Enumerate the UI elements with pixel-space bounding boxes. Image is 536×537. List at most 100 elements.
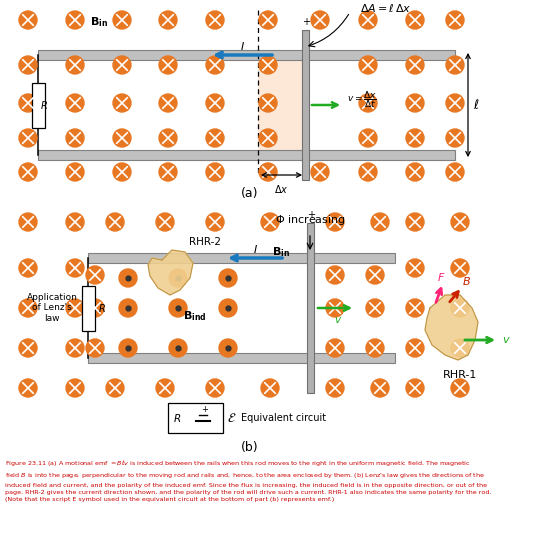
- Circle shape: [66, 339, 84, 357]
- Circle shape: [359, 56, 377, 74]
- Circle shape: [451, 259, 469, 277]
- Circle shape: [19, 213, 37, 231]
- Text: RHR-1: RHR-1: [443, 370, 477, 380]
- Text: (b): (b): [241, 441, 259, 454]
- Circle shape: [66, 129, 84, 147]
- Circle shape: [446, 94, 464, 112]
- Circle shape: [113, 56, 131, 74]
- Circle shape: [451, 213, 469, 231]
- Circle shape: [106, 379, 124, 397]
- Circle shape: [406, 11, 424, 29]
- Circle shape: [406, 56, 424, 74]
- Circle shape: [119, 339, 137, 357]
- Circle shape: [219, 339, 237, 357]
- Circle shape: [113, 11, 131, 29]
- Polygon shape: [425, 295, 478, 360]
- Circle shape: [66, 259, 84, 277]
- Text: $\Phi$ increasing: $\Phi$ increasing: [274, 213, 345, 227]
- Circle shape: [66, 56, 84, 74]
- Circle shape: [261, 379, 279, 397]
- Circle shape: [159, 163, 177, 181]
- Circle shape: [326, 379, 344, 397]
- Circle shape: [446, 129, 464, 147]
- Circle shape: [261, 213, 279, 231]
- Circle shape: [366, 266, 384, 284]
- Text: $R$: $R$: [173, 412, 181, 424]
- Circle shape: [406, 94, 424, 112]
- Circle shape: [451, 339, 469, 357]
- Circle shape: [156, 213, 174, 231]
- Bar: [32, 83, 44, 127]
- Circle shape: [366, 339, 384, 357]
- Text: $F$: $F$: [437, 271, 445, 283]
- Bar: [167, 403, 222, 433]
- Circle shape: [19, 163, 37, 181]
- Circle shape: [326, 299, 344, 317]
- Text: +: +: [202, 405, 209, 415]
- Circle shape: [156, 379, 174, 397]
- Circle shape: [19, 379, 37, 397]
- Circle shape: [406, 339, 424, 357]
- Circle shape: [86, 266, 104, 284]
- Circle shape: [159, 56, 177, 74]
- Text: RHR-2: RHR-2: [189, 237, 221, 247]
- Circle shape: [19, 339, 37, 357]
- Text: Figure 23.11 (a) A motional emf $= B\ell v$ is induced between the rails when th: Figure 23.11 (a) A motional emf $= B\ell…: [5, 458, 492, 502]
- Text: $R$: $R$: [98, 302, 106, 314]
- Text: $R$: $R$: [40, 99, 48, 111]
- Text: $B$: $B$: [461, 275, 471, 287]
- Circle shape: [451, 299, 469, 317]
- Circle shape: [371, 213, 389, 231]
- Circle shape: [169, 269, 187, 287]
- Circle shape: [359, 11, 377, 29]
- Text: $\mathcal{E}$: $\mathcal{E}$: [227, 411, 236, 425]
- Circle shape: [311, 11, 329, 29]
- Circle shape: [446, 56, 464, 74]
- Circle shape: [326, 339, 344, 357]
- Circle shape: [19, 56, 37, 74]
- Circle shape: [406, 299, 424, 317]
- Circle shape: [119, 299, 137, 317]
- Text: Application
of Lenz's
law: Application of Lenz's law: [27, 293, 77, 323]
- Circle shape: [159, 94, 177, 112]
- Text: $\mathbf{B_{in}}$: $\mathbf{B_{in}}$: [90, 15, 108, 29]
- Text: $v$: $v$: [334, 315, 342, 325]
- Circle shape: [19, 11, 37, 29]
- Circle shape: [366, 299, 384, 317]
- Circle shape: [113, 163, 131, 181]
- Circle shape: [406, 259, 424, 277]
- Bar: [88, 253, 395, 263]
- Bar: [88, 353, 395, 363]
- Circle shape: [19, 259, 37, 277]
- Circle shape: [19, 129, 37, 147]
- Text: $v$: $v$: [502, 335, 511, 345]
- Bar: [258, 60, 305, 150]
- Circle shape: [446, 163, 464, 181]
- Circle shape: [451, 379, 469, 397]
- Circle shape: [66, 11, 84, 29]
- Bar: [38, 150, 455, 160]
- Bar: [301, 30, 309, 180]
- Circle shape: [66, 163, 84, 181]
- Text: (a): (a): [241, 186, 259, 200]
- Circle shape: [106, 213, 124, 231]
- Circle shape: [259, 56, 277, 74]
- Circle shape: [206, 11, 224, 29]
- Circle shape: [219, 269, 237, 287]
- Circle shape: [66, 379, 84, 397]
- Circle shape: [169, 339, 187, 357]
- Circle shape: [159, 11, 177, 29]
- Text: $\ell$: $\ell$: [473, 98, 480, 112]
- Circle shape: [326, 266, 344, 284]
- Bar: [81, 286, 94, 330]
- Circle shape: [406, 129, 424, 147]
- Bar: [38, 50, 455, 60]
- Circle shape: [406, 213, 424, 231]
- Circle shape: [19, 299, 37, 317]
- Circle shape: [206, 163, 224, 181]
- Text: $v = \dfrac{\Delta x}{\Delta t}$: $v = \dfrac{\Delta x}{\Delta t}$: [347, 90, 377, 111]
- Circle shape: [113, 129, 131, 147]
- Circle shape: [259, 94, 277, 112]
- Circle shape: [66, 94, 84, 112]
- Text: $I$: $I$: [240, 40, 244, 52]
